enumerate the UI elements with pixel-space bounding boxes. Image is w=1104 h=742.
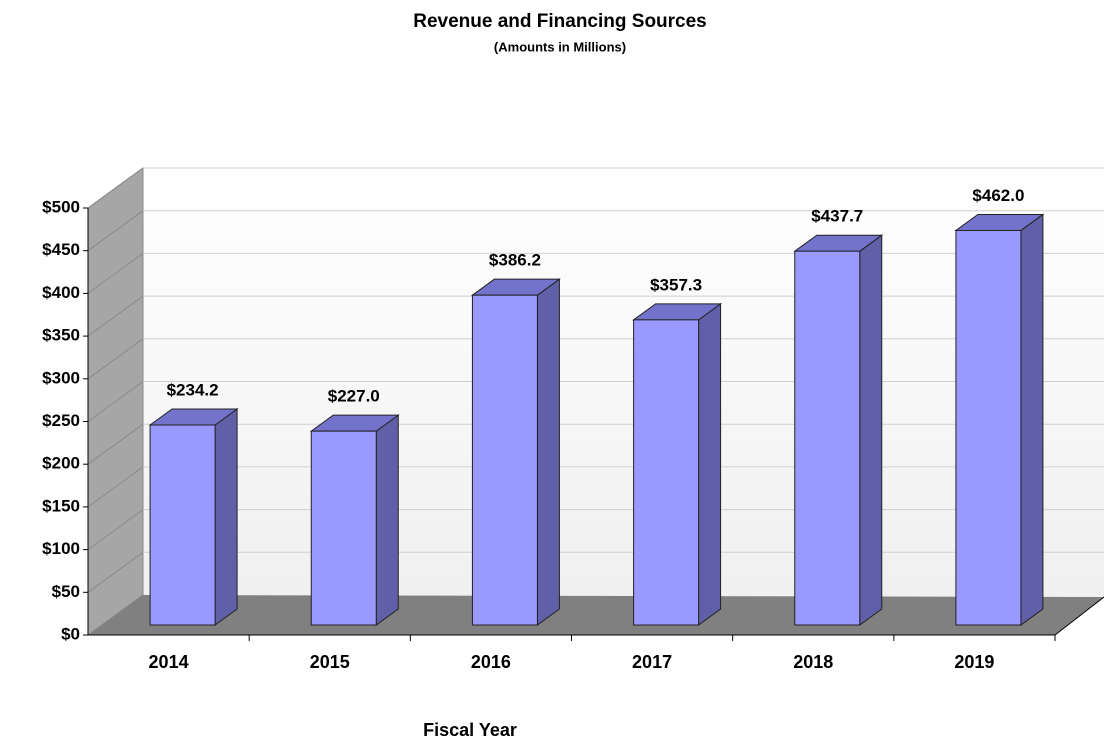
bar: [955, 229, 1022, 626]
grid-line-side: [87, 210, 144, 252]
y-tick-label: $150: [42, 496, 80, 515]
bar: [310, 430, 377, 626]
grid-line-side: [87, 509, 144, 551]
x-axis-label: Fiscal Year: [423, 720, 517, 740]
plot-walls: [87, 167, 1104, 636]
y-tick-label: $450: [42, 240, 80, 259]
grid-line-side: [87, 252, 144, 294]
chart-title: Revenue and Financing Sources: [413, 11, 707, 32]
data-label: $227.0: [328, 387, 380, 406]
x-tick-label: 2017: [632, 652, 672, 672]
chart-subtitle: (Amounts in Millions): [494, 39, 626, 54]
floor-edge: [1054, 596, 1104, 636]
bar: [471, 294, 538, 626]
data-label: $386.2: [489, 251, 541, 270]
grid-line-side: [87, 551, 144, 593]
bar: [149, 424, 216, 626]
data-label: $234.2: [167, 380, 219, 399]
bar-side: [1020, 213, 1044, 626]
x-tick-label: 2016: [471, 652, 511, 672]
bar: [794, 250, 861, 626]
y-tick-label: $0: [61, 624, 80, 643]
bar-side: [698, 302, 722, 626]
bar-side: [214, 408, 238, 626]
bar-side: [536, 278, 560, 626]
y-tick-label: $350: [42, 326, 80, 345]
y-tick-label: $50: [52, 582, 80, 601]
bar-side: [859, 234, 883, 626]
y-tick-label: $100: [42, 539, 80, 558]
y-tick-label: $300: [42, 368, 80, 387]
x-tick-label: 2014: [149, 652, 189, 672]
data-label: $357.3: [650, 275, 702, 294]
y-tick-label: $400: [42, 283, 80, 302]
floor: [88, 595, 1104, 635]
y-tick-label: $250: [42, 411, 80, 430]
bar: [633, 319, 700, 626]
y-tick-label: $500: [42, 197, 80, 216]
grid-line-side: [87, 466, 144, 508]
grid-line-side: [87, 338, 144, 380]
y-tick-label: $200: [42, 454, 80, 473]
x-tick-label: 2018: [793, 652, 833, 672]
data-label: $462.0: [972, 186, 1024, 205]
grid-line-side: [87, 381, 144, 422]
x-tick-label: 2019: [954, 652, 994, 672]
x-tick-label: 2015: [310, 652, 350, 672]
grid-line-side: [87, 423, 144, 465]
grid-line-side: [87, 167, 144, 209]
grid-line-side: [87, 295, 144, 337]
bar-side: [375, 414, 399, 626]
data-label: $437.7: [811, 207, 863, 226]
